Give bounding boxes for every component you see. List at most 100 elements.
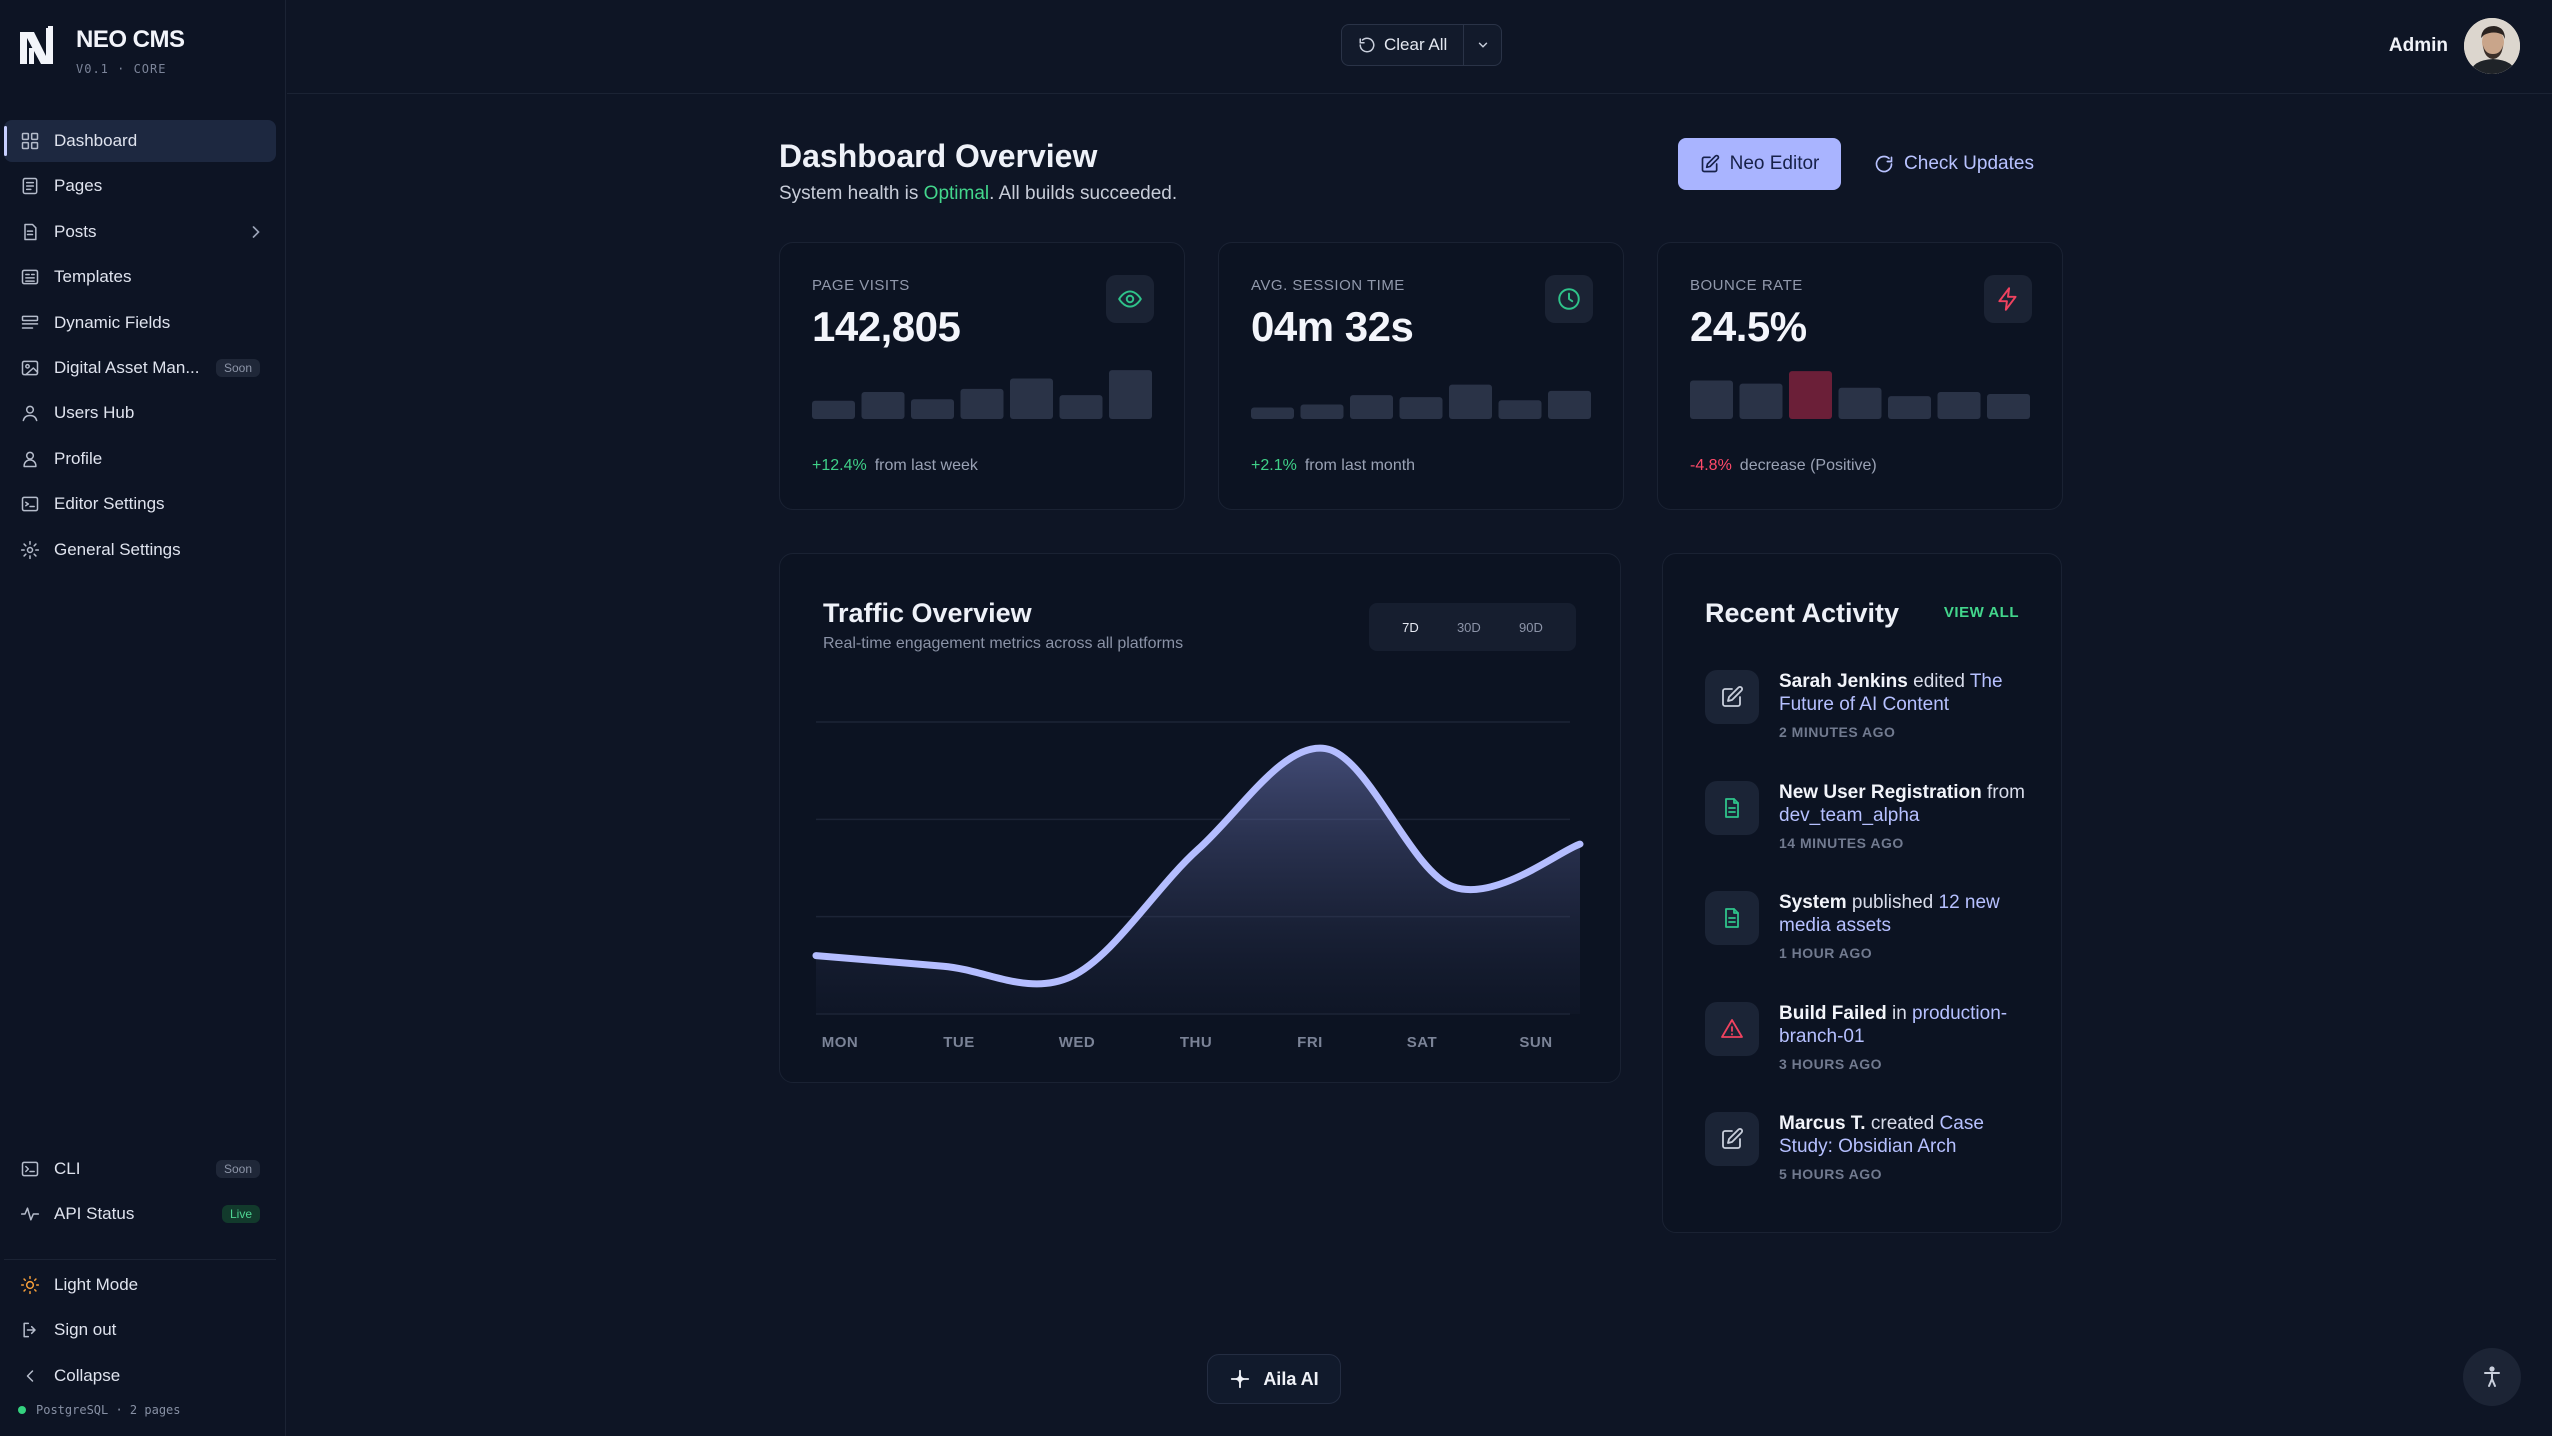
activity-time: 14 MINUTES AGO <box>1779 834 1904 851</box>
stat-bar <box>1690 380 1733 419</box>
sidebar-item-profile[interactable]: Profile <box>4 438 276 480</box>
range-30d[interactable]: 30D <box>1456 619 1481 635</box>
sidebar-item-users-hub[interactable]: Users Hub <box>4 392 276 434</box>
activity-item[interactable]: Marcus T. created Case Study: Obsidian A… <box>1705 1112 2025 1223</box>
edit-icon <box>1722 686 1743 707</box>
chevron-right-icon <box>246 222 266 242</box>
sidebar-item-label: CLI <box>54 1159 81 1178</box>
user-menu[interactable]: Admin <box>2389 18 2520 74</box>
fields-icon-wrap <box>20 313 40 333</box>
sidebar-item-collapse[interactable]: Collapse <box>4 1355 276 1397</box>
stat-note: from last week <box>874 457 978 474</box>
activity-text: Marcus T. created Case Study: Obsidian A… <box>1779 1112 2025 1158</box>
stat-bar <box>1300 404 1344 419</box>
clear-all-dropdown[interactable] <box>1463 25 1501 65</box>
file-icon <box>1725 908 1739 928</box>
edit-icon <box>1722 1128 1743 1149</box>
brand[interactable]: NEO CMS V0.1 · CORE <box>18 26 185 76</box>
edit-icon <box>1701 154 1719 173</box>
stat-change: -4.8% <box>1690 457 1732 474</box>
sidebar-item-dynamic-fields[interactable]: Dynamic Fields <box>4 302 276 344</box>
activity-text: New User Registration from dev_team_alph… <box>1779 781 2025 827</box>
activity-icon-box <box>1705 670 1759 724</box>
activity-time: 5 HOURS AGO <box>1779 1166 1882 1182</box>
sidebar-item-label: API Status <box>54 1204 135 1224</box>
chevron-left-icon <box>26 1370 34 1382</box>
activity-icon-box <box>1705 891 1759 945</box>
traffic-chart: MON TUE WED THU FRI SAT SUN <box>812 721 1584 1051</box>
sidebar-item-digital-asset-man[interactable]: Digital Asset Man... Soon <box>4 347 276 389</box>
stat-value: 142,805 <box>812 303 961 350</box>
activity-actor: Marcus T. <box>1779 1113 1866 1134</box>
sidebar-item-api-status[interactable]: API Status Live <box>4 1193 276 1235</box>
view-all-link[interactable]: VIEW ALL <box>1943 604 2019 621</box>
sidebar-item-general-settings[interactable]: General Settings <box>4 529 276 571</box>
neo-editor-button[interactable]: Neo Editor <box>1678 138 1841 190</box>
x-tick-label: SUN <box>1519 1034 1552 1051</box>
sidebar-item-light-mode[interactable]: Light Mode <box>4 1264 276 1306</box>
activity-target-link[interactable]: dev_team_alpha <box>1779 804 1920 826</box>
avatar[interactable] <box>2464 18 2520 74</box>
stat-value: 04m 32s <box>1251 303 1414 350</box>
activity-target-link[interactable]: The Future of AI Content <box>1779 671 2003 715</box>
activity-item[interactable]: Sarah Jenkins edited The Future of AI Co… <box>1705 670 2025 781</box>
grid-icon <box>21 132 39 150</box>
warning-icon <box>1721 1018 1743 1038</box>
activity-item[interactable]: New User Registration from dev_team_alph… <box>1705 780 2025 892</box>
sidebar-item-sign-out[interactable]: Sign out <box>4 1309 276 1351</box>
activity-verb: created <box>1865 1113 1940 1134</box>
sidebar-item-editor-settings[interactable]: Editor Settings <box>4 483 276 525</box>
stat-bar <box>1498 400 1542 419</box>
image-icon <box>21 360 39 376</box>
clear-all-button[interactable]: Clear All <box>1342 25 1463 65</box>
activity-actor: Sarah Jenkins <box>1779 671 1908 692</box>
activity-text: System published 12 new media assets <box>1779 891 2025 937</box>
sidebar-item-posts[interactable]: Posts <box>4 211 276 253</box>
subtitle-prefix: System health is <box>779 183 924 204</box>
stat-label: BOUNCE RATE <box>1690 277 1803 294</box>
x-tick-label: TUE <box>943 1034 975 1051</box>
stat-label: AVG. SESSION TIME <box>1251 277 1405 294</box>
activity-target-link[interactable]: 12 new media assets <box>1779 892 2000 936</box>
activity-target-link[interactable]: Case Study: Obsidian Arch <box>1779 1113 1984 1157</box>
activity-icon-box <box>1705 1112 1759 1166</box>
sidebar-item-label: Posts <box>54 221 97 241</box>
signout-icon-wrap <box>20 1320 40 1340</box>
stat-bar <box>1449 384 1492 419</box>
sidebar-item-templates[interactable]: Templates <box>4 256 276 298</box>
avatar-image-icon <box>2464 18 2520 74</box>
activity-verb: published <box>1846 892 1939 913</box>
stat-bar <box>1937 391 1981 419</box>
stat-note: decrease (Positive) <box>1739 457 1877 474</box>
stat-icon-box <box>1106 275 1154 323</box>
aila-ai-button[interactable]: Aila AI <box>1207 1354 1341 1404</box>
stat-bar <box>1350 395 1393 419</box>
x-tick-label: MON <box>822 1034 859 1051</box>
sidebar-item-pages[interactable]: Pages <box>4 165 276 207</box>
sidebar-item-cli[interactable]: CLI Soon <box>4 1148 276 1190</box>
refresh-icon <box>1875 155 1893 173</box>
check-updates-button[interactable]: Check Updates <box>1862 138 2046 190</box>
activity-item[interactable]: Build Failed in production-branch-01 3 HO… <box>1705 1001 2025 1113</box>
aila-label: Aila AI <box>1263 1368 1319 1389</box>
terminal-icon <box>21 1161 39 1177</box>
activity-verb: edited <box>1907 671 1970 692</box>
activity-actor: Build Failed <box>1779 1002 1887 1024</box>
clock-icon <box>1558 288 1580 310</box>
stat-icon-box <box>1984 275 2032 323</box>
sidebar-item-label: Editor Settings <box>54 494 165 514</box>
activity-target-link[interactable]: production-branch-01 <box>1779 1002 2008 1047</box>
activity-item[interactable]: System published 12 new media assets 1 HO… <box>1705 891 2025 1002</box>
stat-label: PAGE VISITS <box>812 277 910 294</box>
range-7d[interactable]: 7D <box>1402 619 1419 635</box>
activity-actor: New User Registration <box>1779 781 1982 803</box>
stat-card-page-visits: PAGE VISITS 142,805 +12.4% from last week <box>779 242 1185 510</box>
sidebar-item-dashboard[interactable]: Dashboard <box>4 120 276 162</box>
profile-icon <box>23 451 37 467</box>
bolt-icon <box>1998 287 2017 311</box>
status-badge: Soon <box>215 1160 260 1178</box>
refresh-icon <box>1359 37 1375 53</box>
range-90d[interactable]: 90D <box>1519 619 1543 635</box>
activity-list: Sarah Jenkins edited The Future of AI Co… <box>1705 670 2025 1223</box>
accessibility-button[interactable] <box>2463 1348 2521 1406</box>
